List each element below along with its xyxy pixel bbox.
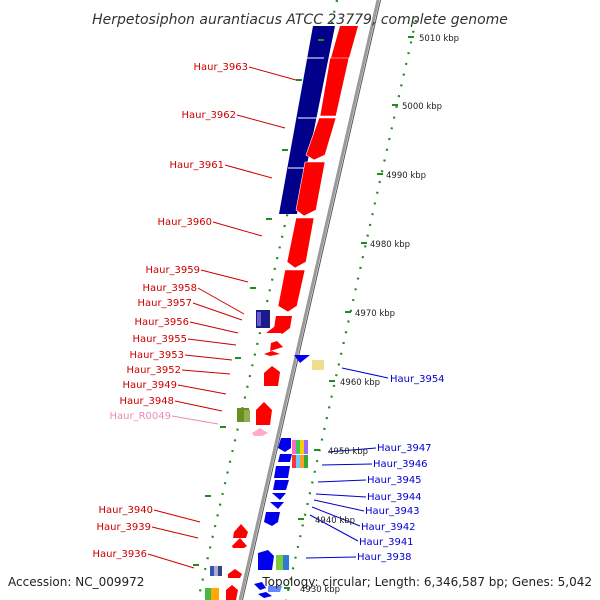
gene-label[interactable]: Haur_3940 (98, 505, 153, 516)
gene-label[interactable]: Haur_3945 (367, 475, 422, 486)
reverse-gene-arrow[interactable] (264, 512, 280, 526)
reverse-gene-arrow[interactable] (273, 480, 289, 490)
annotation-block (300, 455, 304, 468)
gene-label[interactable]: Haur_3960 (157, 217, 212, 228)
reverse-gene-arrow[interactable] (258, 592, 272, 598)
annotation-block (312, 360, 324, 370)
annotation-block (211, 588, 219, 600)
forward-gene-arrow[interactable] (233, 524, 248, 538)
reverse-gene-arrow[interactable] (278, 454, 292, 462)
rna-connector-line (171, 415, 219, 425)
forward-gene-arrow[interactable] (277, 269, 306, 313)
gene-label[interactable]: Haur_3959 (145, 265, 200, 276)
backbone-line (238, 0, 380, 600)
annotation-block (292, 440, 296, 454)
scale-label: 4990 kbp (386, 171, 426, 181)
rna-gene-arrow[interactable] (252, 428, 268, 436)
forward-gene-arrow[interactable] (226, 585, 238, 600)
gene-label[interactable]: Haur_3954 (390, 374, 445, 385)
reverse-gene-arrow[interactable] (274, 466, 290, 478)
forward-gene-arrow[interactable] (295, 161, 326, 217)
outer-dotted-guide (284, 19, 418, 600)
gene-label[interactable]: Haur_3953 (129, 350, 184, 361)
scale-labels: 5010 kbp 5000 kbp 4990 kbp 4980 kbp 4970… (300, 34, 459, 595)
reverse-gene-arrow[interactable] (272, 493, 286, 500)
annotation-block (296, 440, 300, 454)
gene-label[interactable]: Haur_3947 (377, 443, 432, 454)
map-title: Herpetosiphon aurantiacus ATCC 23779, co… (92, 12, 508, 28)
reverse-gene-arrow[interactable] (258, 550, 274, 570)
reverse-gene-arrow[interactable] (294, 355, 310, 363)
forward-gene-arrow[interactable] (228, 569, 242, 578)
gene-label[interactable]: Haur_3943 (365, 506, 420, 517)
gene-label[interactable]: Haur_3956 (134, 317, 189, 328)
forward-gene-arrow[interactable] (266, 327, 282, 333)
right-gene-labels: Haur_3954 Haur_3947 Haur_3946 Haur_3945 … (357, 374, 445, 563)
forward-gene-arrow[interactable] (256, 402, 272, 425)
annotation-block (304, 455, 308, 468)
left-gene-labels: Haur_3963 Haur_3962 Haur_3961 Haur_3960 … (92, 62, 248, 560)
backbone-inner-line (242, 0, 381, 600)
reverse-gene-arrow[interactable] (268, 586, 282, 592)
gene-label[interactable]: Haur_3941 (359, 537, 414, 548)
scale-label: 4970 kbp (355, 309, 395, 319)
annotation-block (300, 440, 304, 454)
scale-label: 5000 kbp (402, 102, 442, 112)
right-connector-lines (305, 367, 389, 559)
annotation-block (304, 440, 308, 454)
annotation-block (218, 566, 222, 576)
gene-label[interactable]: Haur_3952 (126, 365, 181, 376)
forward-gene-arrow[interactable] (264, 351, 280, 356)
left-connector-lines (147, 66, 297, 569)
reverse-gene-arrow[interactable] (254, 582, 266, 590)
annotation-block (244, 410, 250, 422)
gene-label[interactable]: Haur_3963 (193, 62, 248, 73)
reverse-gene-arrow[interactable] (270, 502, 284, 509)
forward-gene-arrow[interactable] (264, 366, 280, 386)
genome-summary-text: Topology: circular; Length: 6,346,587 bp… (261, 575, 592, 589)
forward-gene-arrow[interactable] (286, 217, 315, 269)
forward-gene-arrow[interactable] (331, 26, 358, 58)
gene-label[interactable]: Haur_3962 (181, 110, 236, 121)
annotation-block (283, 555, 289, 570)
annotation-block (292, 455, 296, 468)
annotation-block (210, 566, 214, 576)
dark-track-band (279, 26, 335, 214)
annotation-block (205, 588, 211, 600)
gene-label[interactable]: Haur_3961 (169, 160, 224, 171)
forward-gene-arrow[interactable] (319, 57, 350, 117)
scale-label: 4930 kbp (300, 585, 340, 595)
gene-label[interactable]: Haur_3938 (357, 552, 412, 563)
annotation-block (296, 455, 300, 468)
accession-text: Accession: NC_009972 (8, 575, 144, 589)
reverse-gene-arrow[interactable] (278, 438, 291, 452)
footer-backdrop (0, 572, 165, 592)
scale-ticks (193, 36, 414, 589)
gene-label[interactable]: Haur_3955 (132, 334, 187, 345)
gene-label[interactable]: Haur_3958 (142, 283, 197, 294)
forward-gene-arrow[interactable] (270, 341, 283, 351)
forward-gene-arrow[interactable] (232, 538, 247, 548)
annotation-block (276, 555, 283, 570)
scale-label: 5010 kbp (419, 34, 459, 44)
scale-label: 4940 kbp (315, 516, 355, 526)
annotation-block (214, 566, 218, 576)
gene-label[interactable]: Haur_3936 (92, 549, 147, 560)
scale-label: 4960 kbp (340, 378, 380, 388)
gene-label[interactable]: Haur_3957 (137, 298, 192, 309)
gene-label[interactable]: Haur_3949 (122, 380, 177, 391)
forward-gene-arrow[interactable] (305, 117, 337, 161)
gene-label[interactable]: Haur_R0049 (110, 411, 172, 422)
gene-label[interactable]: Haur_3939 (96, 522, 151, 533)
scale-label: 4980 kbp (370, 240, 410, 250)
gene-label[interactable]: Haur_3948 (119, 396, 174, 407)
annotation-block (257, 312, 261, 326)
gene-label[interactable]: Haur_3946 (373, 459, 428, 470)
gene-label[interactable]: Haur_3942 (361, 522, 416, 533)
gene-label[interactable]: Haur_3944 (367, 492, 422, 503)
scale-label: 4950 kbp (328, 447, 368, 457)
forward-gene-arrow[interactable] (274, 316, 292, 334)
